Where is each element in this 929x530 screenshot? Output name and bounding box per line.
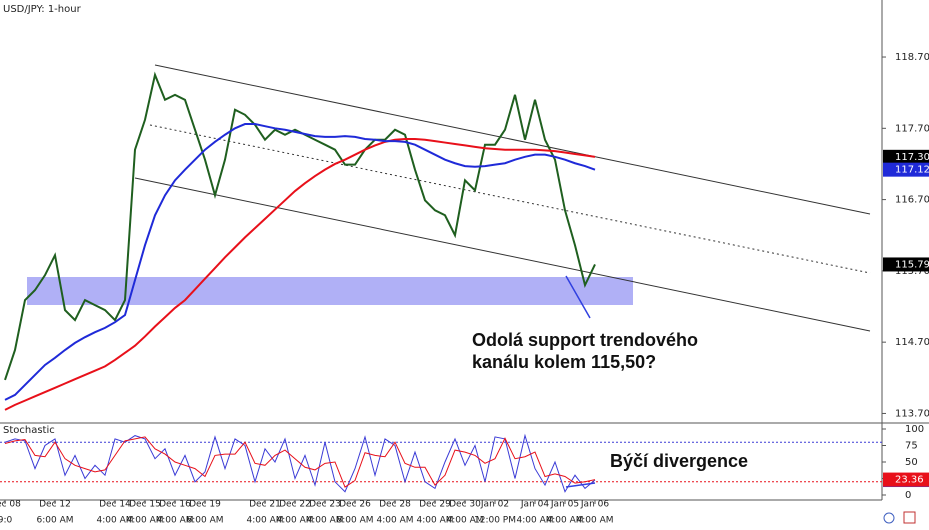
- y-tick-label: 113.70: [895, 408, 929, 419]
- x-tick-label: Jan 06: [580, 500, 609, 510]
- last-value-box: [883, 149, 929, 164]
- x-tick-label: Dec 08: [0, 500, 21, 510]
- x-tick-label: Dec 23: [309, 500, 341, 510]
- last-value-box: [883, 257, 929, 272]
- x-tick-label: Dec 14: [99, 500, 131, 510]
- x-tick-label: Dec 26: [339, 500, 371, 510]
- divergence-line: [565, 275, 591, 319]
- icon[interactable]: [883, 512, 895, 524]
- icons[interactable]: [883, 511, 916, 524]
- x-sublabel: 4:00 AM: [547, 516, 584, 526]
- x-sublabel: 6:00 AM: [37, 516, 74, 526]
- y-tick-label: 100: [905, 424, 924, 435]
- icon[interactable]: [903, 511, 916, 524]
- x-tick-label: Dec 15: [129, 500, 161, 510]
- x-sublabel: 4:00 AM: [517, 516, 554, 526]
- x-tick-label: Jan 02: [480, 500, 509, 510]
- x-tick-label: Jan 04: [520, 500, 549, 510]
- last-value-box: [883, 162, 929, 177]
- channel-bottom: [134, 177, 871, 332]
- support-zone: [27, 277, 633, 305]
- series-line: [4, 433, 596, 493]
- x-sublabel: 4:00 AM: [157, 516, 194, 526]
- x-sublabel: 4:00 AM: [97, 516, 134, 526]
- x-tick-label: Dec 22: [279, 500, 311, 510]
- y-tick-label: 75: [905, 441, 918, 452]
- x-sublabel: 6:00 AM: [187, 516, 224, 526]
- last-value-label: 115.79: [895, 259, 929, 270]
- y-tick-label: 0: [905, 490, 911, 501]
- x-sublabel: 4:00 AM: [377, 516, 414, 526]
- x-sublabel: 9:0: [0, 516, 13, 526]
- series-line: [4, 138, 596, 411]
- x-sublabel: 4:00 AM: [307, 516, 344, 526]
- x-tick-label: Dec 21: [249, 500, 281, 510]
- x-tick-label: Dec 16: [159, 500, 191, 510]
- x-tick-label: Dec 12: [39, 500, 71, 510]
- last-value-label: 117.12: [895, 165, 929, 176]
- x-sublabel: 4:00 AM: [447, 516, 484, 526]
- x-tick-label: Jan 05: [550, 500, 579, 510]
- y-tick-label: 117.70: [895, 123, 929, 134]
- y-tick-label: 118.70: [895, 52, 929, 63]
- last-value-label: 23.36: [895, 475, 924, 486]
- panel-title: Stochastic: [3, 425, 55, 436]
- x-tick-label: Dec 28: [379, 500, 411, 510]
- x-sublabel: 4:00 AM: [127, 516, 164, 526]
- x-sublabel: 4:00 AM: [577, 516, 614, 526]
- x-sublabel: 4:00 AM: [247, 516, 284, 526]
- x-tick-label: Dec 29: [419, 500, 451, 510]
- annotation: Odolá support trendového kanálu kolem 115…: [472, 330, 698, 372]
- x-tick-label: Dec 19: [189, 500, 221, 510]
- series-line: [4, 123, 596, 401]
- x-sublabel: 4:00 AM: [417, 516, 454, 526]
- y-tick-label: 114.70: [895, 337, 929, 348]
- annotation: Býčí divergence: [610, 451, 748, 471]
- y-tick-label: 50: [905, 457, 918, 468]
- y-tick-label: 116.70: [895, 195, 929, 206]
- last-value-label: 117.30: [895, 152, 929, 163]
- x-sublabel: 8:00 AM: [337, 516, 374, 526]
- chart-title: USD/JPY: 1-hour: [3, 4, 82, 15]
- series-line: [4, 436, 596, 488]
- x-sublabel: 12:00 PM: [474, 516, 516, 526]
- x-sublabel: 4:00 AM: [277, 516, 314, 526]
- channel-top: [154, 64, 871, 215]
- last-value-box: [883, 472, 929, 487]
- x-tick-label: Dec 30: [449, 500, 481, 510]
